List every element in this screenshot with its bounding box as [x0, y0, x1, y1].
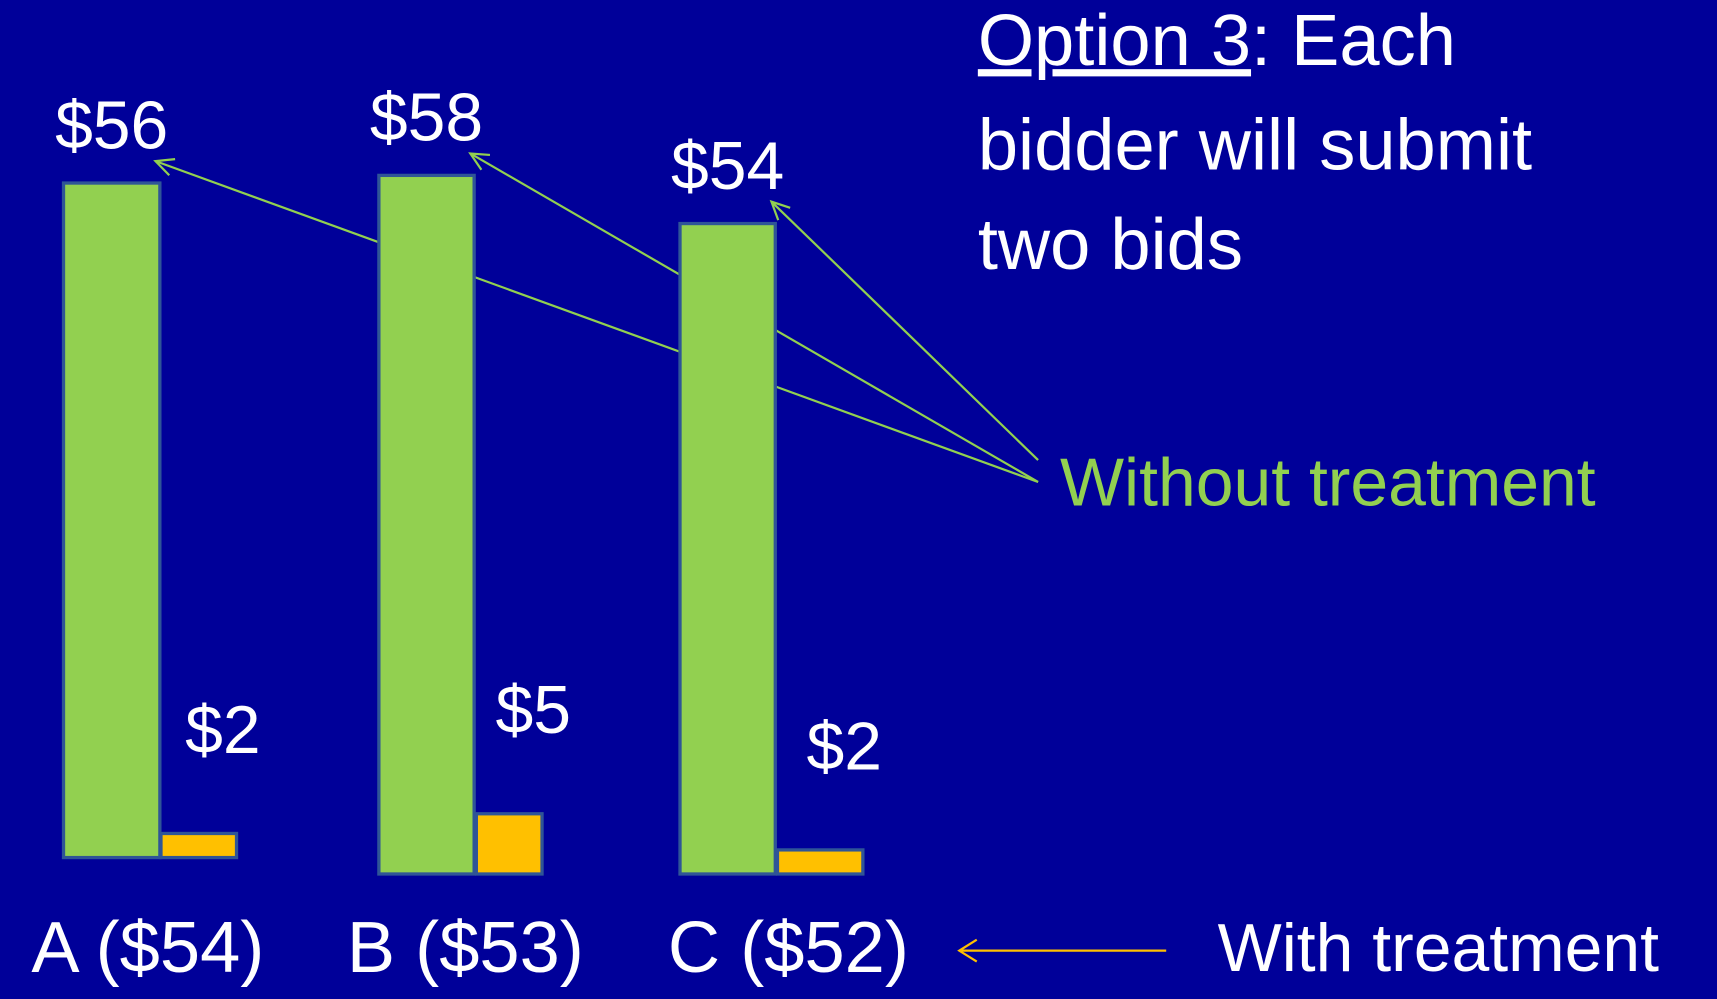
bar	[159, 831, 239, 860]
legend-entry: With treatment	[1218, 911, 1659, 986]
legend-arrow-head	[468, 152, 491, 171]
title-part: : Each	[1251, 1, 1456, 81]
x-tick-label: A ($54)	[31, 908, 264, 988]
title: Option 3: Each	[978, 1, 1456, 81]
legend-arrow-head	[769, 199, 791, 221]
data-label: $54	[671, 129, 784, 204]
legend-arrow-head	[153, 158, 176, 177]
title-line: bidder will submit	[978, 105, 1532, 185]
bar	[678, 221, 777, 876]
x-tick-label: C ($52)	[668, 908, 909, 988]
data-label: $56	[55, 88, 168, 163]
legend-arrow	[770, 200, 1039, 461]
data-label: $5	[496, 673, 572, 748]
legend-arrow-head	[957, 938, 978, 963]
bar	[377, 173, 476, 876]
title-part: Option 3	[978, 1, 1251, 81]
bar	[474, 812, 544, 876]
bar	[775, 848, 865, 876]
title-line: two bids	[978, 205, 1243, 285]
data-label: $2	[185, 693, 261, 768]
data-label: $2	[807, 709, 883, 784]
data-label: $58	[370, 81, 483, 156]
legend-arrow	[155, 160, 1039, 484]
x-tick-label: B ($53)	[347, 908, 584, 988]
bar	[61, 181, 162, 860]
legend-entry: Without treatment	[1060, 445, 1596, 520]
